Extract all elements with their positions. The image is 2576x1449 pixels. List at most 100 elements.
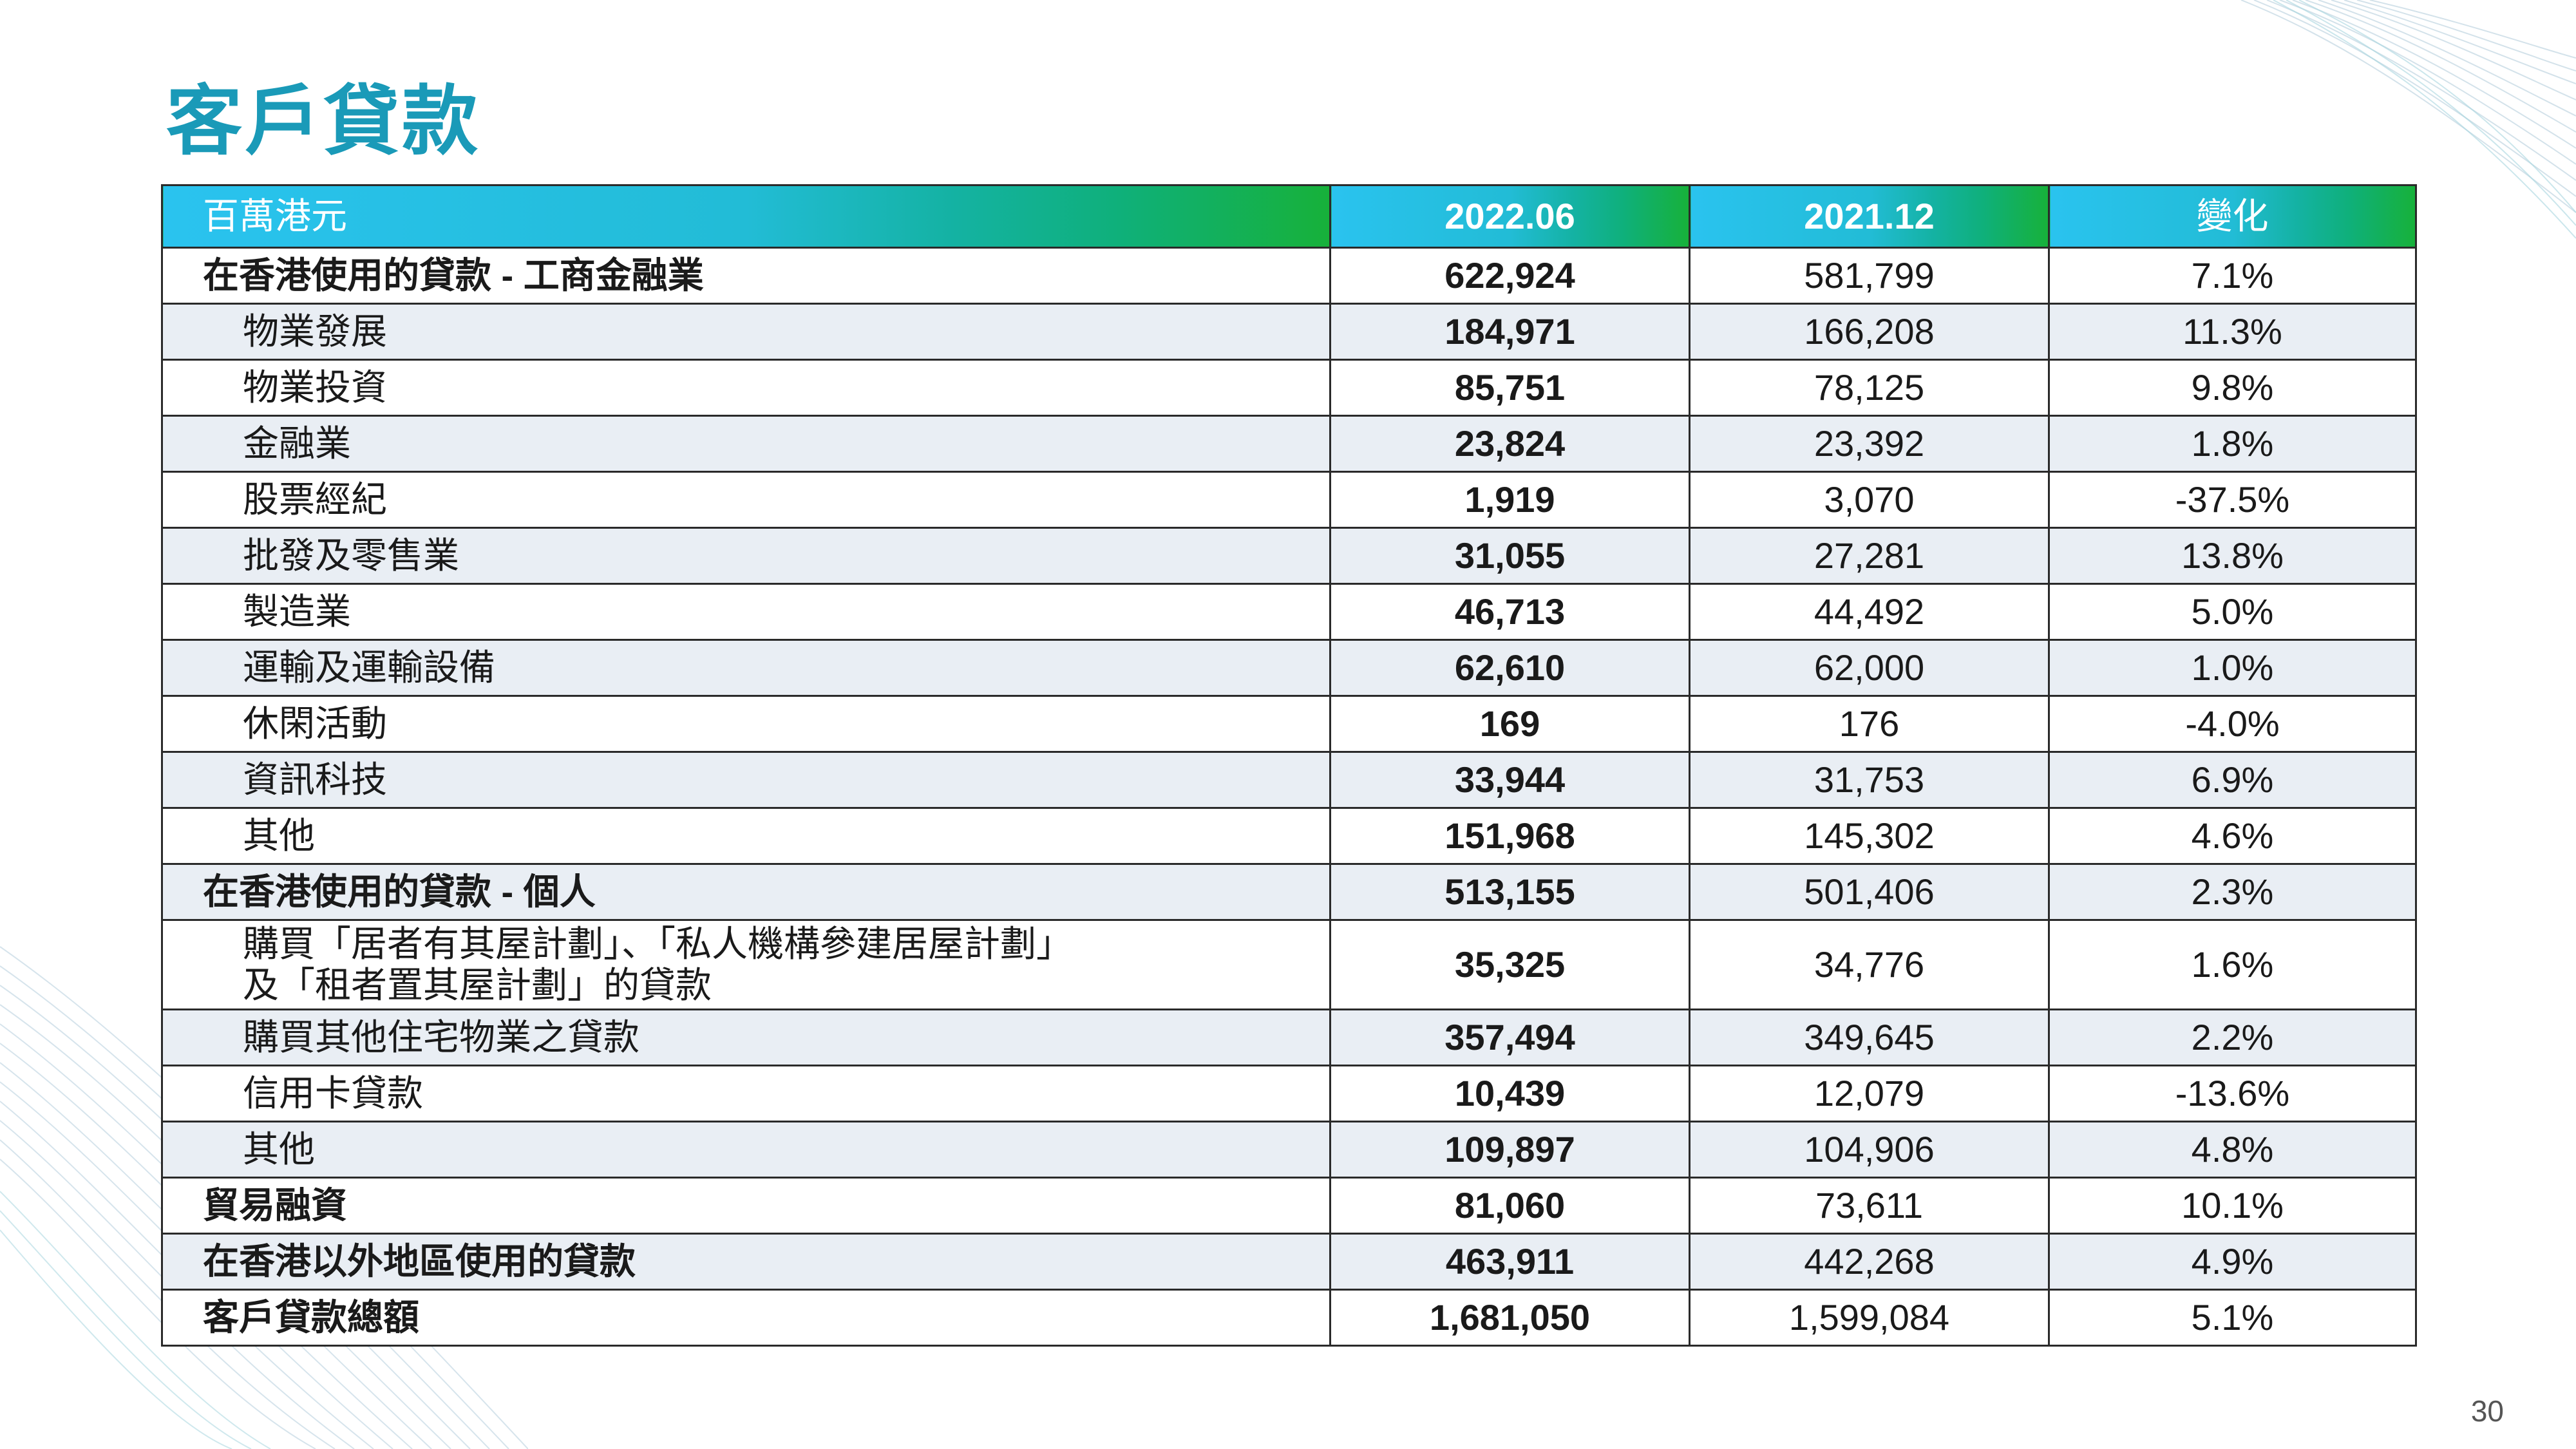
value-change: 5.1% <box>2048 1289 2417 1347</box>
row-label-line: 批發及零售業 <box>243 535 459 576</box>
table-row: 在香港使用的貸款 - 個人 513,155 501,406 2.3% <box>161 863 2417 921</box>
value-2021-12: 27,281 <box>1689 527 2050 585</box>
table-row: 運輸及運輸設備 62,610 62,000 1.0% <box>161 639 2417 697</box>
row-label-line: 資訊科技 <box>243 759 387 800</box>
value-2021-12: 12,079 <box>1689 1065 2050 1122</box>
value-2021-12: 73,611 <box>1689 1177 2050 1235</box>
value-change: 10.1% <box>2048 1177 2417 1235</box>
value-2022-06: 513,155 <box>1329 863 1690 921</box>
row-label: 運輸及運輸設備 <box>161 639 1331 697</box>
row-label-line: 在香港使用的貸款 - 工商金融業 <box>203 254 704 296</box>
row-label: 物業發展 <box>161 303 1331 361</box>
table-row: 購買「居者有其屋計劃」、「私人機構參建居屋計劃」 及「租者置其屋計劃」的貸款 35,… <box>161 919 2417 1010</box>
row-label-line: 其他 <box>243 815 315 856</box>
row-label: 物業投資 <box>161 359 1331 417</box>
row-label-line: 製造業 <box>243 591 351 632</box>
row-label-line: 股票經紀 <box>243 478 387 520</box>
table-row: 在香港使用的貸款 - 工商金融業 622,924 581,799 7.1% <box>161 247 2417 305</box>
header-change: 變化 <box>2048 185 2417 249</box>
table-row: 其他 109,897 104,906 4.8% <box>161 1121 2417 1179</box>
row-label: 貿易融資 <box>161 1177 1331 1235</box>
row-label: 客戶貸款總額 <box>161 1289 1331 1347</box>
row-label: 其他 <box>161 807 1331 865</box>
table-row: 批發及零售業 31,055 27,281 13.8% <box>161 527 2417 585</box>
value-change: 6.9% <box>2048 751 2417 809</box>
row-label-line: 物業投資 <box>243 366 387 408</box>
row-label-line: 運輸及運輸設備 <box>243 647 495 688</box>
value-change: 1.6% <box>2048 919 2417 1010</box>
page-number: 30 <box>2470 1394 2504 1428</box>
value-2021-12: 1,599,084 <box>1689 1289 2050 1347</box>
row-label-line: 及「租者置其屋計劃」的貸款 <box>243 965 712 1005</box>
value-2022-06: 46,713 <box>1329 583 1690 641</box>
value-2021-12: 145,302 <box>1689 807 2050 865</box>
row-label: 批發及零售業 <box>161 527 1331 585</box>
value-change: -37.5% <box>2048 471 2417 529</box>
value-2022-06: 33,944 <box>1329 751 1690 809</box>
table-row: 股票經紀 1,919 3,070 -37.5% <box>161 471 2417 529</box>
value-change: -13.6% <box>2048 1065 2417 1122</box>
row-label-line: 休閑活動 <box>243 703 387 744</box>
value-2022-06: 62,610 <box>1329 639 1690 697</box>
table-row: 製造業 46,713 44,492 5.0% <box>161 583 2417 641</box>
value-change: 9.8% <box>2048 359 2417 417</box>
value-2022-06: 169 <box>1329 695 1690 753</box>
table-row: 貿易融資 81,060 73,611 10.1% <box>161 1177 2417 1235</box>
table-header-row: 百萬港元 2022.06 2021.12 變化 <box>161 185 2417 249</box>
row-label: 金融業 <box>161 415 1331 473</box>
value-2022-06: 357,494 <box>1329 1009 1690 1066</box>
value-2022-06: 10,439 <box>1329 1065 1690 1122</box>
value-change: 1.8% <box>2048 415 2417 473</box>
row-label-line: 購買「居者有其屋計劃」、「私人機構參建居屋計劃」 <box>243 923 1072 964</box>
row-label: 信用卡貸款 <box>161 1065 1331 1122</box>
page-title: 客戶貸款 <box>166 79 481 164</box>
value-change: -4.0% <box>2048 695 2417 753</box>
table-row: 在香港以外地區使用的貸款 463,911 442,268 4.9% <box>161 1233 2417 1291</box>
table-row: 信用卡貸款 10,439 12,079 -13.6% <box>161 1065 2417 1122</box>
row-label: 其他 <box>161 1121 1331 1179</box>
value-2022-06: 31,055 <box>1329 527 1690 585</box>
row-label: 製造業 <box>161 583 1331 641</box>
value-2021-12: 581,799 <box>1689 247 2050 305</box>
row-label-line: 貿易融資 <box>203 1184 347 1226</box>
value-2022-06: 1,919 <box>1329 471 1690 529</box>
value-2021-12: 349,645 <box>1689 1009 2050 1066</box>
table-row: 資訊科技 33,944 31,753 6.9% <box>161 751 2417 809</box>
row-label-line: 信用卡貸款 <box>243 1072 423 1113</box>
header-2021-12: 2021.12 <box>1689 185 2050 249</box>
table-row: 金融業 23,824 23,392 1.8% <box>161 415 2417 473</box>
value-change: 5.0% <box>2048 583 2417 641</box>
row-label: 購買其他住宅物業之貸款 <box>161 1009 1331 1066</box>
table-row: 物業投資 85,751 78,125 9.8% <box>161 359 2417 417</box>
value-2022-06: 23,824 <box>1329 415 1690 473</box>
value-2022-06: 463,911 <box>1329 1233 1690 1291</box>
value-2022-06: 81,060 <box>1329 1177 1690 1235</box>
table-row: 購買其他住宅物業之貸款 357,494 349,645 2.2% <box>161 1009 2417 1066</box>
row-label-line: 客戶貸款總額 <box>203 1296 419 1338</box>
value-2021-12: 176 <box>1689 695 2050 753</box>
value-2022-06: 35,325 <box>1329 919 1690 1010</box>
value-2022-06: 622,924 <box>1329 247 1690 305</box>
value-2022-06: 151,968 <box>1329 807 1690 865</box>
value-2022-06: 109,897 <box>1329 1121 1690 1179</box>
table-row: 物業發展 184,971 166,208 11.3% <box>161 303 2417 361</box>
value-2021-12: 34,776 <box>1689 919 2050 1010</box>
value-change: 1.0% <box>2048 639 2417 697</box>
row-label-line: 在香港以外地區使用的貸款 <box>203 1240 636 1282</box>
value-2022-06: 85,751 <box>1329 359 1690 417</box>
value-2021-12: 104,906 <box>1689 1121 2050 1179</box>
value-change: 4.8% <box>2048 1121 2417 1179</box>
value-change: 13.8% <box>2048 527 2417 585</box>
value-2021-12: 44,492 <box>1689 583 2050 641</box>
value-2021-12: 23,392 <box>1689 415 2050 473</box>
row-label: 在香港使用的貸款 - 工商金融業 <box>161 247 1331 305</box>
value-2021-12: 78,125 <box>1689 359 2050 417</box>
table-body: 在香港使用的貸款 - 工商金融業 622,924 581,799 7.1% 物業發展 18… <box>161 247 2417 1347</box>
row-label: 在香港使用的貸款 - 個人 <box>161 863 1331 921</box>
value-2021-12: 442,268 <box>1689 1233 2050 1291</box>
row-label-line: 金融業 <box>243 422 351 464</box>
value-2022-06: 184,971 <box>1329 303 1690 361</box>
row-label-line: 物業發展 <box>243 310 387 352</box>
loans-table: 百萬港元 2022.06 2021.12 變化 在香港使用的貸款 - 工商金融業… <box>161 184 2417 1347</box>
table-row: 休閑活動 169 176 -4.0% <box>161 695 2417 753</box>
